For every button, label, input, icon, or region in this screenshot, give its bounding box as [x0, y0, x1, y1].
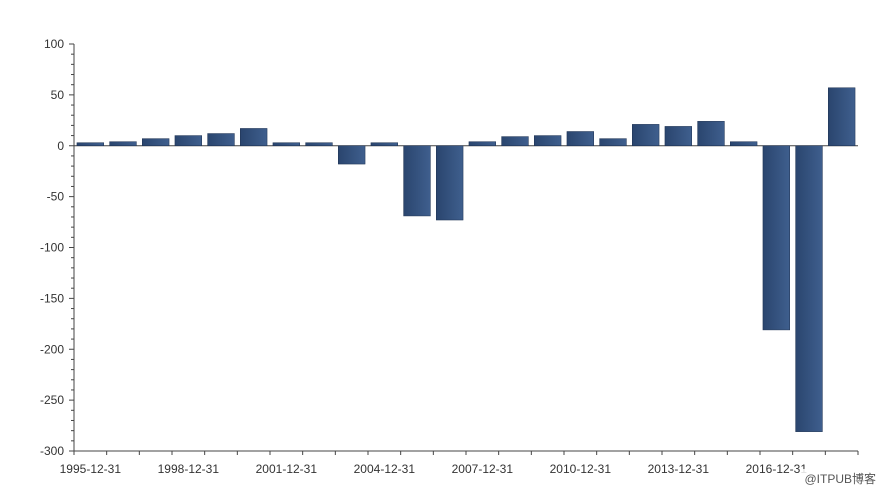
y-tick-label: -200: [40, 342, 64, 356]
bar-2018-12-31: [828, 87, 856, 147]
bar-2015-12-31: [730, 141, 758, 146]
bar-2005-12-31: [403, 145, 431, 217]
x-tick-label: 2001-12-31: [256, 462, 318, 476]
bar-2006-12-31: [436, 145, 464, 221]
y-tick-label: -250: [40, 393, 64, 407]
bar-2012-12-31: [632, 124, 660, 146]
bar-2016-12-31: [762, 145, 790, 331]
bar-1995-12-31: [76, 142, 104, 146]
bar-2007-12-31: [468, 141, 496, 146]
x-tick-label: 1995-12-31: [60, 462, 122, 476]
bar-2009-12-31: [534, 135, 562, 146]
x-tick-label: 2004-12-31: [354, 462, 416, 476]
y-tick-label: -300: [40, 444, 64, 458]
x-tick-label: 2007-12-31: [452, 462, 514, 476]
bar-2000-12-31: [240, 128, 268, 146]
bar-1998-12-31: [174, 135, 202, 146]
y-axis: 100 50 0 -50 -100 -150 -200 -250 -300: [40, 37, 75, 458]
bar-2004-12-31: [370, 142, 398, 146]
bar-2001-12-31: [272, 142, 300, 146]
bar-2003-12-31: [338, 145, 366, 165]
y-tick-label: 50: [51, 88, 65, 102]
bar-2008-12-31: [501, 136, 529, 146]
bar-1999-12-31: [207, 133, 235, 146]
bar-2011-12-31: [599, 138, 627, 147]
bar-1997-12-31: [142, 138, 170, 147]
x-tick-label: 2013-12-31: [648, 462, 710, 476]
y-tick-label: 0: [57, 139, 64, 153]
x-tick-label: 2016-12-31: [746, 462, 808, 476]
bars: [76, 87, 856, 432]
x-tick-label: 1998-12-31: [158, 462, 220, 476]
bar-2002-12-31: [305, 142, 333, 146]
y-tick-label: 100: [44, 37, 64, 51]
bar-2010-12-31: [566, 131, 594, 147]
x-axis: 1995-12-31 1998-12-31 2001-12-31 2004-12-31…: [60, 145, 859, 476]
bar-2014-12-31: [697, 121, 725, 147]
x-tick-label: 2010-12-31: [550, 462, 612, 476]
watermark-text: @ITPUB博客: [800, 469, 880, 488]
y-tick-label: -100: [40, 241, 64, 255]
bar-2017-12-31: [795, 145, 823, 432]
y-tick-label: -50: [47, 190, 65, 204]
bar-2013-12-31: [664, 126, 692, 147]
y-tick-label: -150: [40, 291, 64, 305]
bar-1996-12-31: [109, 141, 137, 146]
